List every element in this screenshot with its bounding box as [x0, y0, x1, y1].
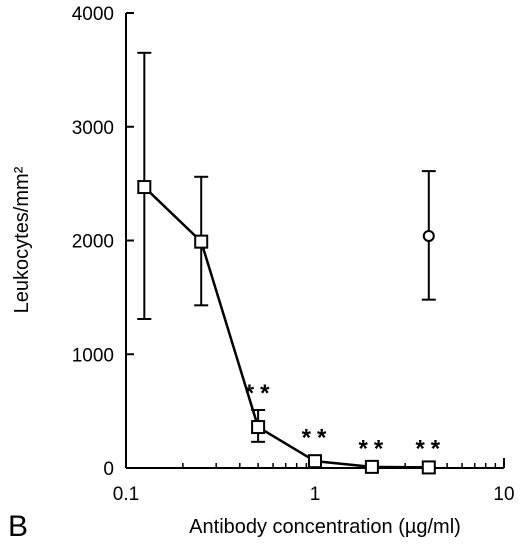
x-axis-title: Antibody concentration (µg/ml)	[189, 516, 461, 538]
error-bars	[137, 51, 436, 443]
series-line	[143, 186, 429, 469]
ticks: 0 1000 2000 3000 4000 0.1 1 10	[72, 4, 515, 505]
y-tick-label: 4000	[72, 4, 114, 25]
data-point-square	[251, 420, 266, 435]
significance-marker: **	[245, 380, 276, 407]
axes	[125, 13, 504, 469]
data-point-square	[137, 180, 152, 195]
data-point-circle	[422, 229, 435, 242]
significance-marker: **	[415, 436, 446, 463]
x-tick-label: 0.1	[113, 484, 139, 505]
data-point-square	[194, 234, 209, 249]
data-point-square	[364, 459, 379, 474]
significance-marker: **	[359, 436, 390, 463]
data-point-square	[421, 460, 436, 475]
data-markers	[137, 180, 436, 475]
y-tick-label: 3000	[72, 118, 114, 139]
data-point-square	[308, 454, 322, 469]
series-lines	[143, 186, 429, 469]
panel-label: B	[8, 510, 28, 543]
y-tick-label: 2000	[72, 232, 114, 253]
y-tick-label: 0	[103, 459, 114, 480]
x-tick-label: 10	[493, 484, 514, 505]
significance-marker: **	[302, 424, 333, 451]
y-axis-title: Leukocytes/mm²	[11, 166, 33, 313]
significance-annotations: ** ** ** **	[245, 380, 446, 463]
x-tick-label: 1	[310, 484, 321, 505]
y-tick-label: 1000	[72, 345, 114, 366]
